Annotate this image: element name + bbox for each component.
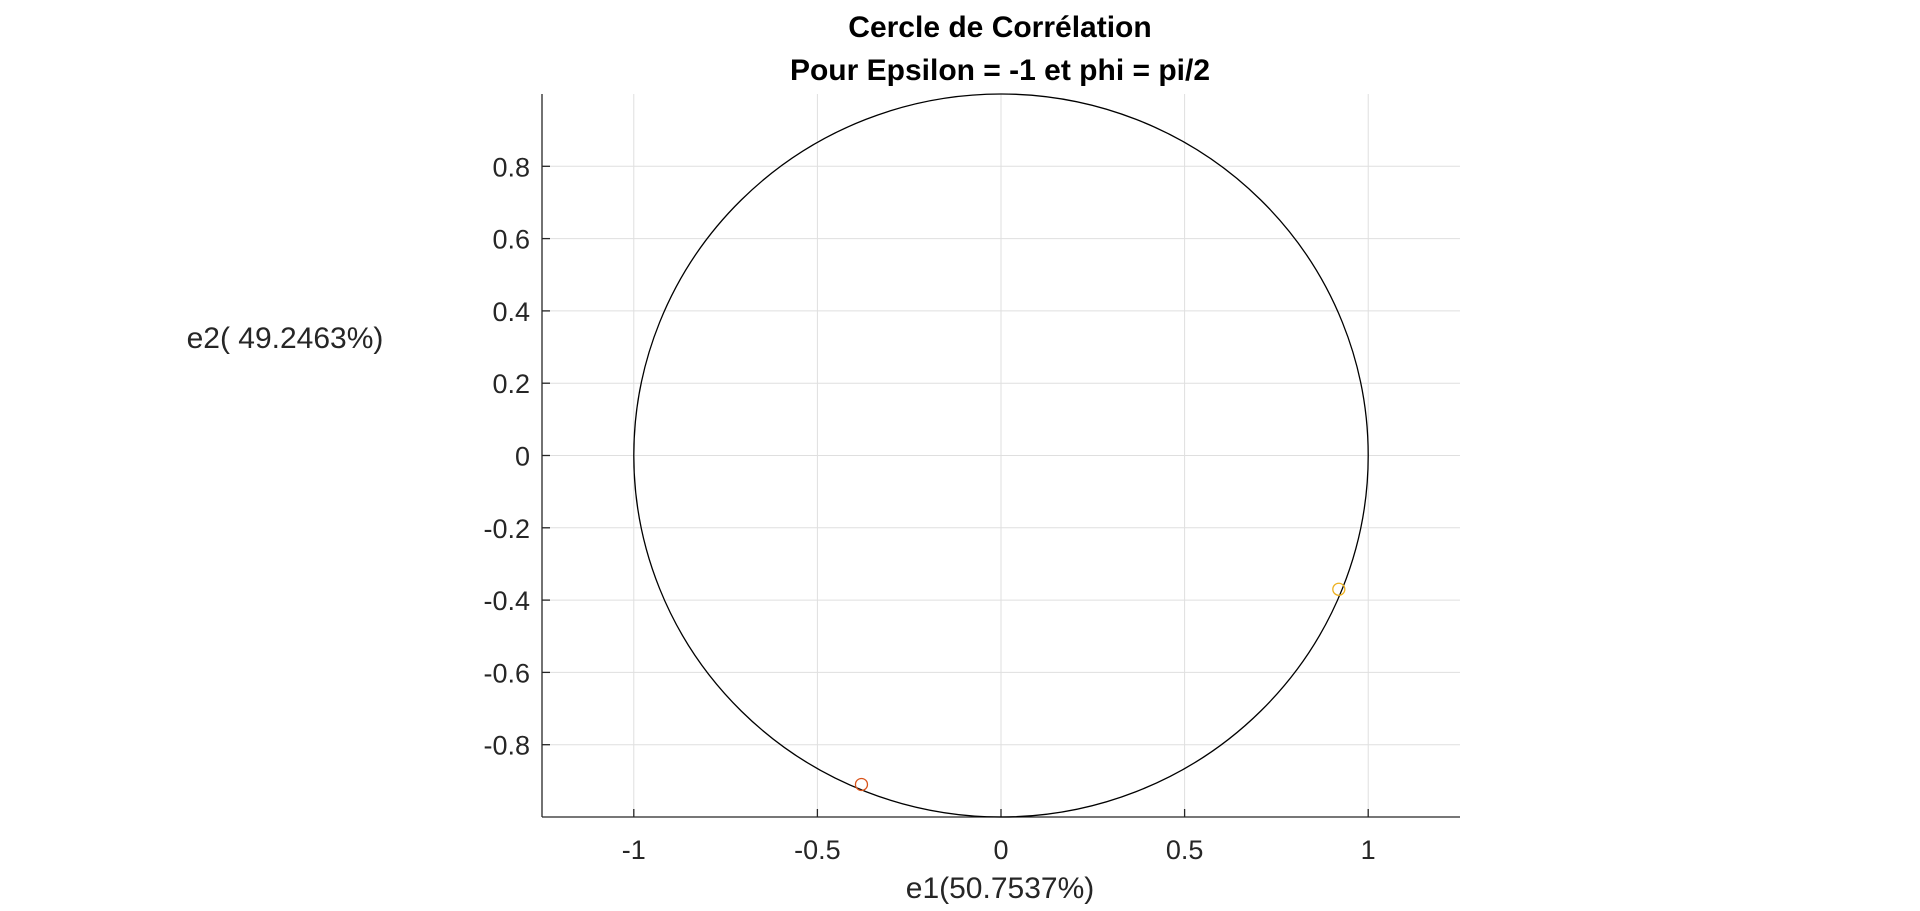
y-tick-label: 0.8 bbox=[492, 152, 530, 182]
x-axis-label: e1(50.7537%) bbox=[906, 872, 1094, 905]
x-tick-label: 0 bbox=[993, 835, 1008, 865]
y-axis-label: e2( 49.2463%) bbox=[187, 322, 384, 355]
x-tick-label: -0.5 bbox=[794, 835, 841, 865]
y-tick-label: -0.2 bbox=[483, 514, 530, 544]
chart-title: Cercle de Corrélation bbox=[848, 11, 1151, 44]
data-point bbox=[854, 777, 869, 792]
y-tick-label: 0 bbox=[515, 442, 530, 472]
x-tick-label: 1 bbox=[1361, 835, 1376, 865]
x-tick-label: 0.5 bbox=[1166, 835, 1204, 865]
x-tick-label: -1 bbox=[622, 835, 646, 865]
chart-subtitle: Pour Epsilon = -1 et phi = pi/2 bbox=[790, 54, 1210, 87]
y-tick-label: -0.6 bbox=[483, 658, 530, 688]
x-tick-labels: -1 -0.5 0 0.5 1 bbox=[622, 835, 1376, 865]
y-tick-label: 0.2 bbox=[492, 369, 530, 399]
grid bbox=[542, 94, 1460, 817]
unit-circle bbox=[633, 93, 1369, 818]
y-tick-label: 0.6 bbox=[492, 225, 530, 255]
y-tick-labels: -0.8 -0.6 -0.4 -0.2 0 0.2 0.4 0.6 0.8 bbox=[483, 152, 530, 760]
y-tick-label: 0.4 bbox=[492, 297, 530, 327]
unit-circle-layer bbox=[633, 93, 1369, 818]
data-points bbox=[854, 582, 1346, 792]
y-tick-label: -0.8 bbox=[483, 731, 530, 761]
y-tick-label: -0.4 bbox=[483, 586, 530, 616]
data-point bbox=[1332, 582, 1346, 596]
